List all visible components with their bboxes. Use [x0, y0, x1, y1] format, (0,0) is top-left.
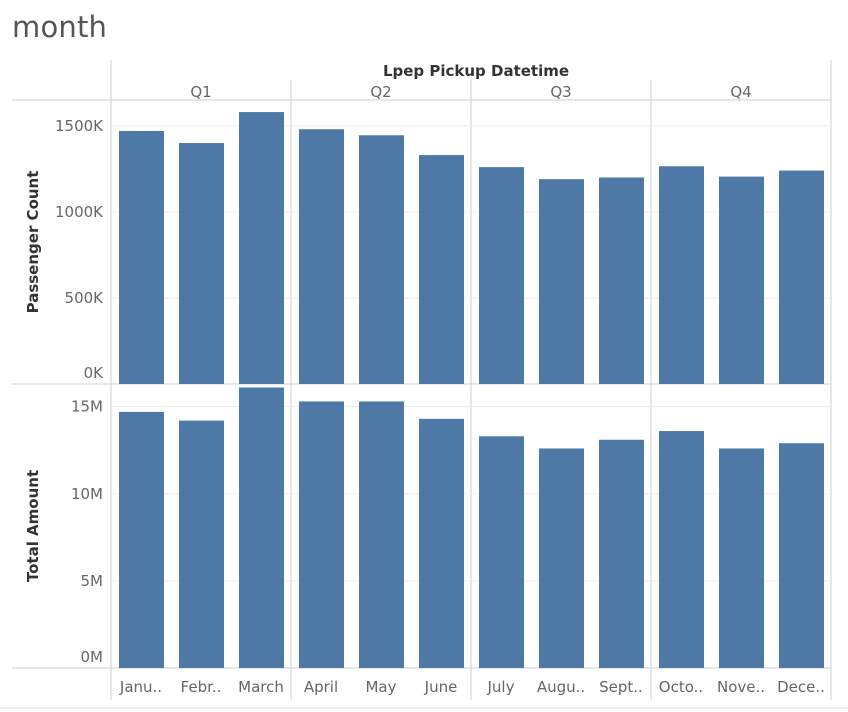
bar[interactable]: [119, 411, 164, 668]
bar[interactable]: [599, 439, 644, 668]
x-tick-label: May: [365, 678, 396, 696]
y-tick-label: 5M: [81, 572, 104, 590]
sheet-title: month: [12, 10, 108, 44]
bar[interactable]: [419, 155, 464, 384]
bar[interactable]: [179, 420, 224, 668]
bar[interactable]: [659, 166, 704, 384]
y-tick-label: 1500K: [55, 117, 104, 135]
quarter-label: Q4: [730, 83, 751, 101]
bar[interactable]: [539, 448, 584, 668]
bar[interactable]: [479, 436, 524, 668]
y-tick-label: 10M: [71, 485, 103, 503]
x-tick-label: June: [424, 678, 458, 696]
bar[interactable]: [539, 179, 584, 384]
y-tick-label: 15M: [71, 398, 103, 416]
y-tick-label: 1000K: [55, 203, 104, 221]
x-tick-label: Sept..: [599, 678, 643, 696]
bar[interactable]: [779, 443, 824, 668]
bar[interactable]: [119, 130, 164, 384]
y-axis-title: Passenger Count: [24, 171, 42, 314]
y-tick-label: 0M: [81, 648, 104, 666]
x-tick-label: Octo..: [659, 678, 703, 696]
column-header-title: Lpep Pickup Datetime: [383, 62, 569, 80]
bar[interactable]: [359, 401, 404, 668]
x-tick-label: Nove..: [717, 678, 765, 696]
x-tick-label: April: [304, 678, 338, 696]
x-tick-label: Febr..: [181, 678, 222, 696]
quarter-label: Q1: [190, 83, 211, 101]
y-axis-title: Total Amount: [24, 470, 42, 582]
y-tick-label: 0K: [84, 364, 105, 382]
bar[interactable]: [359, 135, 404, 384]
x-tick-label: March: [238, 678, 284, 696]
bar[interactable]: [239, 387, 284, 668]
x-tick-label: Janu..: [119, 678, 162, 696]
bar[interactable]: [419, 418, 464, 668]
quarter-label: Q3: [550, 83, 571, 101]
x-tick-label: July: [487, 678, 515, 696]
y-tick-label: 500K: [65, 289, 105, 307]
x-tick-label: Dece..: [777, 678, 825, 696]
bar[interactable]: [599, 177, 644, 384]
bar[interactable]: [719, 176, 764, 384]
bar[interactable]: [779, 170, 824, 384]
quarter-label: Q2: [370, 83, 391, 101]
bar[interactable]: [299, 129, 344, 384]
bar[interactable]: [659, 431, 704, 668]
bar[interactable]: [719, 448, 764, 668]
bar[interactable]: [179, 143, 224, 384]
x-tick-label: Augu..: [537, 678, 585, 696]
bar[interactable]: [299, 401, 344, 668]
bar[interactable]: [479, 167, 524, 384]
bar[interactable]: [239, 112, 284, 384]
